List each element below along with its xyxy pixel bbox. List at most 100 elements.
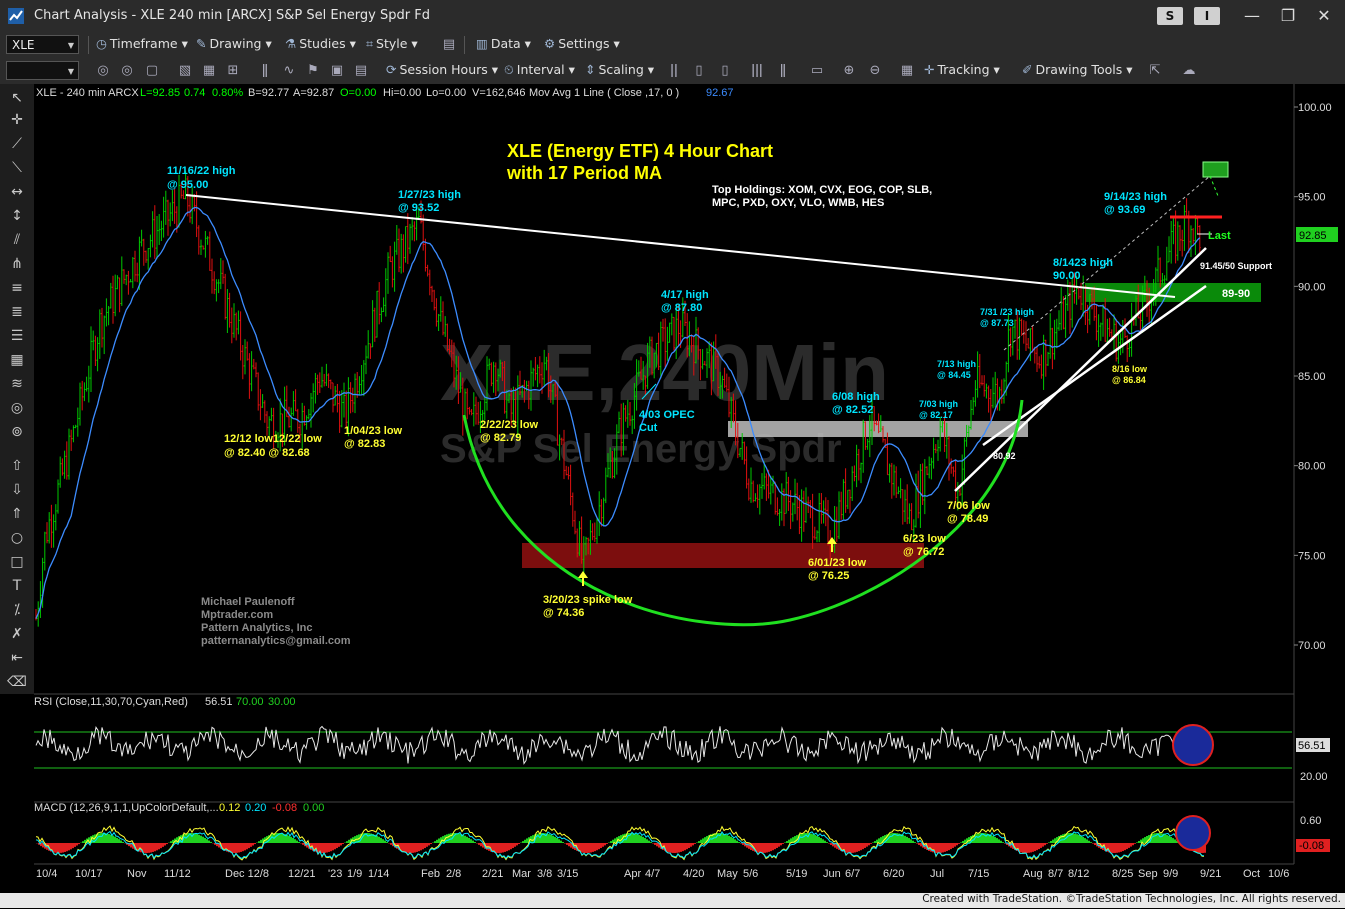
line-icon[interactable]: ∿: [280, 62, 298, 80]
macd-bar: [1086, 839, 1088, 843]
macd-bar: [766, 843, 768, 852]
macd-pane[interactable]: MACD (12,26,9,1,1,UpColorDefault,... 0.1…: [34, 802, 1330, 860]
fibonacci-icon[interactable]: ≣: [7, 302, 27, 322]
bars-icon[interactable]: ǀǀ: [665, 62, 683, 80]
pitchfork-icon[interactable]: ⋔: [7, 254, 27, 274]
style-menu[interactable]: ⌗Style ▾: [366, 36, 418, 52]
s-button[interactable]: S: [1157, 7, 1183, 25]
print-icon[interactable]: ▤: [352, 62, 370, 80]
price-tick-label: 90.00: [1298, 281, 1326, 293]
percent-icon[interactable]: ⁒: [7, 600, 27, 620]
macd-bar: [1066, 833, 1068, 843]
date-tick-label: 1/9: [347, 868, 362, 880]
macd-bar: [732, 838, 734, 843]
settings-menu[interactable]: ⚙Settings ▾: [544, 36, 620, 51]
grid-icon[interactable]: ▦: [200, 62, 218, 80]
circle-tool-icon[interactable]: ◎: [7, 398, 27, 418]
interval-menu[interactable]: ⏲Interval ▾: [504, 62, 575, 78]
data-menu[interactable]: ▥Data ▾: [476, 36, 531, 51]
macd-bar: [582, 843, 584, 853]
remove-drawings-icon[interactable]: ✗: [7, 624, 27, 644]
drawing-tools-menu[interactable]: ✐Drawing Tools ▾: [1022, 62, 1132, 77]
candle-range-icon[interactable]: ▯: [716, 62, 734, 80]
macd-bar: [166, 843, 168, 844]
open: O=0.00: [340, 87, 376, 99]
macd-bar: [1074, 834, 1076, 843]
drawing-menu[interactable]: ✎Drawing ▾: [196, 36, 272, 51]
date-tick-label: 8/25: [1112, 868, 1133, 880]
scaling-menu[interactable]: ⇕Scaling ▾: [585, 62, 654, 77]
snapshot-icon[interactable]: ▣: [328, 62, 346, 80]
date-tick-label: 1/14: [368, 868, 389, 880]
macd-bar: [198, 835, 200, 843]
erase-icon[interactable]: ⌫: [7, 672, 27, 692]
close-button[interactable]: ✕: [1312, 6, 1336, 26]
data-window-icon[interactable]: ▦: [898, 62, 916, 80]
arrow-down-icon[interactable]: ⇩: [7, 480, 27, 500]
macd-bar: [206, 839, 208, 843]
cycle-icon[interactable]: ⊚: [7, 422, 27, 442]
pointer-icon[interactable]: ↖: [7, 88, 27, 108]
link-icon[interactable]: ◎: [94, 62, 112, 80]
candles-alt-icon[interactable]: ▯: [690, 62, 708, 80]
ray-icon[interactable]: ⟍: [7, 158, 27, 178]
fib-time-icon[interactable]: ▦: [7, 350, 27, 370]
macd-bar: [298, 842, 300, 843]
macd-bar: [218, 843, 220, 847]
tracking-menu[interactable]: ✛Tracking ▾: [924, 62, 1000, 77]
horizontal-line-icon[interactable]: ↔: [7, 182, 27, 202]
macd-bar: [1194, 843, 1196, 852]
volume-icon[interactable]: ⚑: [304, 62, 322, 80]
macd-bar: [778, 843, 780, 847]
macd-bar: [48, 843, 50, 851]
compress-icon[interactable]: ǁ: [774, 62, 792, 80]
chat-icon[interactable]: ☁: [1180, 62, 1198, 80]
sync-icon[interactable]: ◎: [118, 62, 136, 80]
expand-icon[interactable]: ▭: [808, 62, 826, 80]
macd-bar: [72, 843, 74, 848]
i-button[interactable]: I: [1194, 7, 1220, 25]
annotation-label: @ 82.40 @ 82.68: [224, 447, 310, 459]
rsi-pane[interactable]: RSI (Close,11,30,70,Cyan,Red) 56.51 70.0…: [34, 696, 1330, 783]
vertical-line-icon[interactable]: ↕: [7, 206, 27, 226]
text-icon[interactable]: T: [7, 576, 27, 596]
macd-bar: [972, 835, 974, 843]
fib-ext-icon[interactable]: ☰: [7, 326, 27, 346]
crosshair-tool-icon[interactable]: ✛: [7, 110, 27, 130]
export-icon[interactable]: ⇱: [1146, 62, 1164, 80]
candles-icon[interactable]: ǁ: [256, 62, 274, 80]
trendline-icon[interactable]: ⟋: [7, 134, 27, 154]
annotation-label: 6/23 low: [903, 533, 946, 545]
minimize-button[interactable]: —: [1240, 6, 1264, 26]
ellipse-icon[interactable]: ○: [7, 528, 27, 548]
channel-icon[interactable]: ⫽: [7, 230, 27, 250]
symbol-input[interactable]: XLE▼: [6, 35, 79, 54]
speed-lines-icon[interactable]: ≋: [7, 374, 27, 394]
session-hours-menu[interactable]: ⟳Session Hours ▾: [386, 62, 498, 77]
scale-icon[interactable]: ⊞: [224, 62, 242, 80]
chart-type-icon[interactable]: ▧: [176, 62, 194, 80]
timeframe-menu[interactable]: ◷Timeframe ▾: [96, 36, 188, 51]
macd-bar: [1094, 843, 1096, 845]
arrow-up-tool-icon[interactable]: ⇑: [7, 504, 27, 524]
arrow-up-icon[interactable]: ⇧: [7, 456, 27, 476]
rectangle-icon[interactable]: □: [7, 552, 27, 572]
collapse-icon[interactable]: ⇤: [7, 648, 27, 668]
secondary-combo[interactable]: ▼: [6, 61, 79, 80]
macd-bar: [316, 843, 318, 852]
zoom-in-icon[interactable]: ⊕: [840, 62, 858, 80]
zoom-bars-icon[interactable]: ǀǀǀ: [748, 62, 766, 80]
layout-icon[interactable]: ▤: [440, 36, 458, 54]
restore-button[interactable]: ❐: [1276, 6, 1300, 26]
zoom-out-icon[interactable]: ⊖: [866, 62, 884, 80]
macd-bar: [380, 838, 382, 843]
gann-icon[interactable]: ≡: [7, 278, 27, 298]
studies-menu[interactable]: ⚗Studies ▾: [285, 36, 356, 51]
window-icon[interactable]: ▢: [143, 62, 161, 80]
macd-bar: [402, 843, 404, 852]
macd-bar: [238, 843, 240, 852]
date-tick-label: Oct: [1243, 868, 1260, 880]
